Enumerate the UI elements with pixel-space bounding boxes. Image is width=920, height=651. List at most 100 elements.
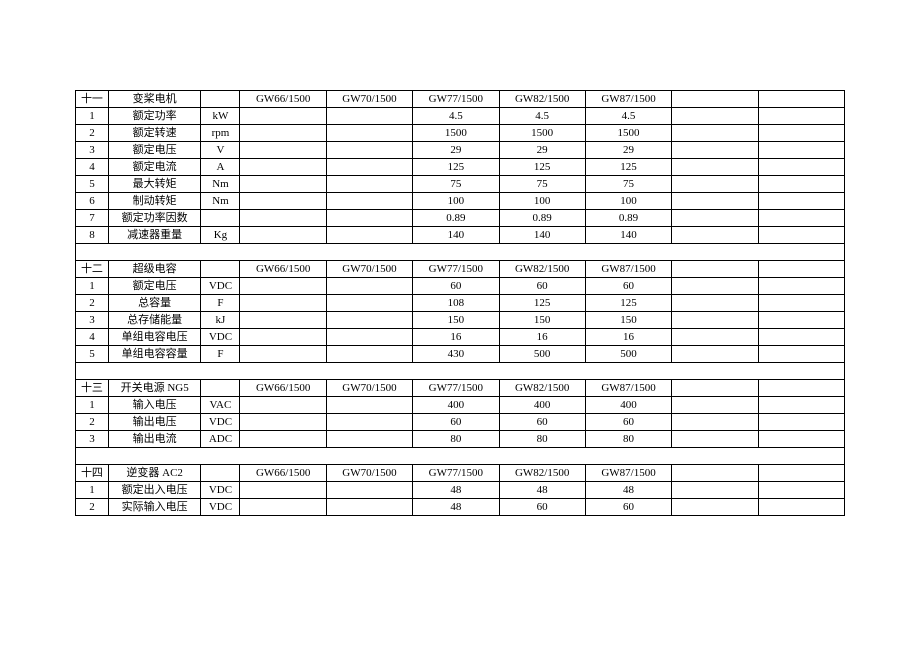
row-index: 3 [76, 142, 109, 159]
blank-col [758, 312, 844, 329]
blank-col [672, 414, 758, 431]
table-row: 4额定电流A125125125 [76, 159, 845, 176]
param-unit: VDC [201, 329, 240, 346]
model-header: GW70/1500 [326, 465, 412, 482]
blank-col [758, 414, 844, 431]
table-row: 8减速器重量Kg140140140 [76, 227, 845, 244]
section-title: 开关电源 NG5 [108, 380, 201, 397]
value-cell [240, 312, 326, 329]
blank-col [672, 142, 758, 159]
value-cell: 0.89 [413, 210, 499, 227]
table-row: 2输出电压VDC606060 [76, 414, 845, 431]
value-cell: 140 [413, 227, 499, 244]
param-unit: rpm [201, 125, 240, 142]
value-cell [326, 397, 412, 414]
section-title: 变桨电机 [108, 91, 201, 108]
row-index: 1 [76, 108, 109, 125]
value-cell [240, 431, 326, 448]
value-cell: 0.89 [585, 210, 671, 227]
blank-col [758, 380, 844, 397]
param-unit: VAC [201, 397, 240, 414]
model-header: GW70/1500 [326, 380, 412, 397]
param-label: 最大转矩 [108, 176, 201, 193]
unit-header [201, 465, 240, 482]
value-cell [240, 414, 326, 431]
table-row: 3输出电流ADC808080 [76, 431, 845, 448]
param-label: 输出电压 [108, 414, 201, 431]
table-row: 1输入电压VAC400400400 [76, 397, 845, 414]
value-cell: 140 [499, 227, 585, 244]
value-cell [240, 193, 326, 210]
value-cell [326, 346, 412, 363]
table-row: 3总存储能量kJ150150150 [76, 312, 845, 329]
param-label: 单组电容电压 [108, 329, 201, 346]
row-index: 3 [76, 431, 109, 448]
value-cell [326, 108, 412, 125]
model-header: GW66/1500 [240, 465, 326, 482]
param-label: 额定功率 [108, 108, 201, 125]
value-cell: 100 [585, 193, 671, 210]
value-cell: 125 [413, 159, 499, 176]
param-label: 额定电压 [108, 278, 201, 295]
value-cell: 60 [499, 278, 585, 295]
model-header: GW66/1500 [240, 261, 326, 278]
row-index: 2 [76, 125, 109, 142]
param-unit: VDC [201, 482, 240, 499]
param-label: 实际输入电压 [108, 499, 201, 516]
value-cell: 4.5 [585, 108, 671, 125]
value-cell [240, 499, 326, 516]
row-index: 7 [76, 210, 109, 227]
model-header: GW70/1500 [326, 91, 412, 108]
blank-col [758, 482, 844, 499]
table-row: 4单组电容电压VDC161616 [76, 329, 845, 346]
model-header: GW82/1500 [499, 261, 585, 278]
param-unit: kJ [201, 312, 240, 329]
row-index: 1 [76, 482, 109, 499]
section-header-row: 十二超级电容GW66/1500GW70/1500GW77/1500GW82/15… [76, 261, 845, 278]
value-cell: 1500 [499, 125, 585, 142]
value-cell [326, 125, 412, 142]
value-cell: 75 [499, 176, 585, 193]
table-row: 5单组电容容量F430500500 [76, 346, 845, 363]
value-cell [240, 397, 326, 414]
param-label: 额定电流 [108, 159, 201, 176]
row-index: 2 [76, 295, 109, 312]
value-cell [240, 227, 326, 244]
value-cell: 140 [585, 227, 671, 244]
value-cell: 400 [413, 397, 499, 414]
table-row: 7额定功率因数0.890.890.89 [76, 210, 845, 227]
value-cell [326, 329, 412, 346]
model-header: GW82/1500 [499, 465, 585, 482]
param-unit: F [201, 346, 240, 363]
value-cell [240, 210, 326, 227]
section-number: 十二 [76, 261, 109, 278]
value-cell: 100 [413, 193, 499, 210]
value-cell [326, 278, 412, 295]
value-cell: 48 [413, 482, 499, 499]
model-header: GW66/1500 [240, 380, 326, 397]
value-cell: 108 [413, 295, 499, 312]
value-cell: 60 [585, 414, 671, 431]
value-cell: 16 [499, 329, 585, 346]
blank-col [672, 193, 758, 210]
row-index: 1 [76, 397, 109, 414]
value-cell: 16 [413, 329, 499, 346]
blank-col [672, 278, 758, 295]
model-header: GW87/1500 [585, 91, 671, 108]
blank-col [758, 159, 844, 176]
model-header: GW77/1500 [413, 465, 499, 482]
value-cell: 430 [413, 346, 499, 363]
blank-col [672, 482, 758, 499]
param-label: 单组电容容量 [108, 346, 201, 363]
param-label: 输入电压 [108, 397, 201, 414]
row-index: 5 [76, 346, 109, 363]
table-row: 5最大转矩Nm757575 [76, 176, 845, 193]
value-cell: 48 [413, 499, 499, 516]
value-cell: 125 [499, 159, 585, 176]
param-unit: VDC [201, 499, 240, 516]
value-cell: 60 [413, 414, 499, 431]
table-row: 2额定转速rpm150015001500 [76, 125, 845, 142]
param-label: 额定出入电压 [108, 482, 201, 499]
table-row: 1额定功率kW4.54.54.5 [76, 108, 845, 125]
section-header-row: 十四逆变器 AC2GW66/1500GW70/1500GW77/1500GW82… [76, 465, 845, 482]
